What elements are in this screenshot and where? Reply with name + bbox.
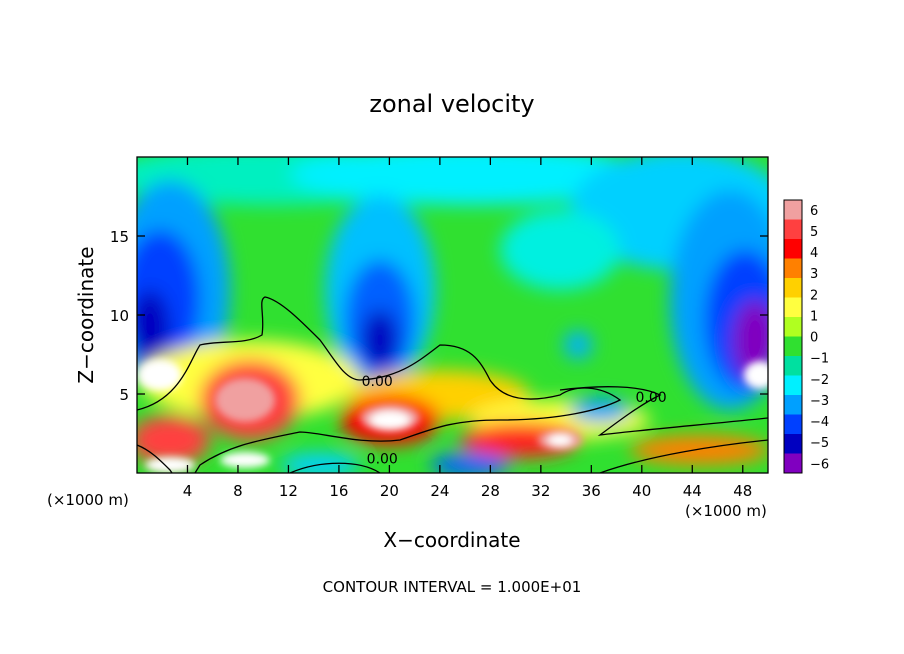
colorbar-swatch	[784, 297, 802, 318]
colorbar-swatch	[784, 434, 802, 454]
y-tick-label: 10	[110, 307, 129, 325]
x-tick-label: 12	[279, 482, 298, 500]
colorbar-swatch	[784, 375, 802, 396]
x-tick-label: 28	[481, 482, 500, 500]
contour-label: 0.00	[362, 374, 393, 390]
colorbar-swatch	[784, 239, 802, 259]
y-axis: 5 10 15	[110, 228, 768, 404]
colorbar-tick-label: −3	[810, 394, 829, 409]
colorbar-tick-label: 4	[810, 246, 818, 261]
colorbar-swatch	[784, 200, 802, 220]
contour-interval-footer: CONTOUR INTERVAL = 1.000E+01	[323, 578, 582, 596]
x-unit-left: (×1000 m)	[47, 491, 129, 509]
x-tick-label: 20	[380, 482, 399, 500]
colorbar-swatch	[784, 317, 802, 337]
x-axis: 4 8 12 16 20 24 28 32 36 40 44 48	[183, 157, 752, 500]
x-axis-label: X−coordinate	[383, 528, 520, 552]
y-tick-label: 5	[119, 386, 129, 404]
colorbar-tick-label: 1	[810, 309, 818, 324]
chart-title: zonal velocity	[369, 90, 534, 118]
x-tick-label: 24	[430, 482, 449, 500]
y-tick-label: 15	[110, 228, 129, 246]
colorbar-tick-label: 5	[810, 225, 818, 240]
colorbar: 6 5 4 3 2 1 0 −1 −2 −3 −4 −5 −6	[783, 199, 829, 474]
x-tick-label: 8	[233, 482, 243, 500]
colorbar-swatch	[784, 453, 802, 474]
colorbar-tick-label: 6	[810, 204, 818, 219]
colorbar-tick-label: −2	[810, 373, 829, 388]
colorbar-tick-label: −6	[810, 457, 829, 472]
x-tick-label: 16	[329, 482, 348, 500]
x-tick-label: 40	[632, 482, 651, 500]
x-tick-label: 32	[531, 482, 550, 500]
velocity-field	[137, 157, 768, 473]
colorbar-tick-label: −4	[810, 415, 829, 430]
x-tick-label: 4	[183, 482, 193, 500]
colorbar-tick-label: 3	[810, 267, 818, 282]
x-tick-label: 44	[683, 482, 702, 500]
colorbar-tick-label: 0	[810, 331, 818, 346]
y-axis-label: Z−coordinate	[74, 246, 98, 383]
contour-label: 0.00	[367, 452, 398, 468]
colorbar-tick-label: 2	[810, 288, 818, 303]
colorbar-swatch	[784, 278, 802, 298]
contour-label: 0.00	[635, 390, 666, 406]
colorbar-swatch	[784, 336, 802, 357]
colorbar-swatch	[784, 414, 802, 435]
x-unit-right: (×1000 m)	[685, 502, 767, 520]
colorbar-swatch	[784, 395, 802, 415]
colorbar-swatch	[784, 219, 802, 240]
x-tick-label: 48	[733, 482, 752, 500]
colorbar-swatch	[784, 356, 802, 376]
x-tick-label: 36	[582, 482, 601, 500]
colorbar-swatch	[784, 258, 802, 279]
colorbar-tick-label: −5	[810, 436, 829, 451]
colorbar-frame	[783, 199, 803, 474]
colorbar-tick-label: −1	[810, 352, 829, 367]
